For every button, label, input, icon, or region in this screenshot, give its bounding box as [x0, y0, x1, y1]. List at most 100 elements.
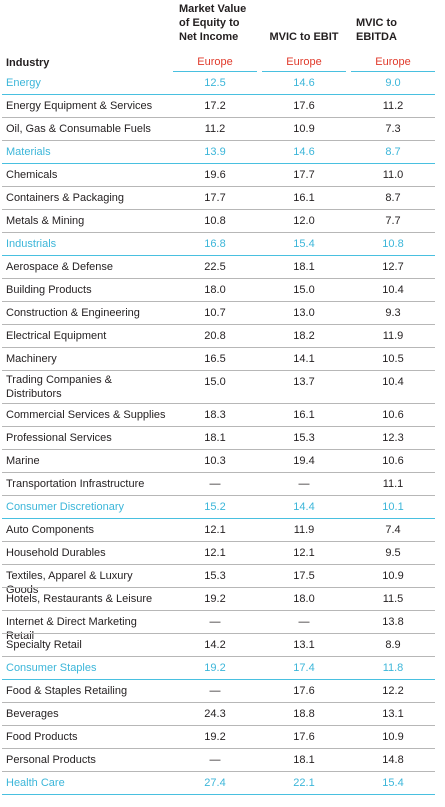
- row-divider: [2, 794, 435, 795]
- table-row: Containers & Packaging 17.7 16.1 8.7: [0, 187, 445, 210]
- value-mvic-ebit: 13.7: [293, 376, 315, 388]
- value-mvic-ebitda: 10.4: [382, 284, 404, 296]
- sector-row: Industrials 16.8 15.4 10.8: [0, 233, 445, 256]
- table-row: Aerospace & Defense 22.5 18.1 12.7: [0, 256, 445, 279]
- industry-name: Household Durables: [6, 547, 106, 559]
- col-header-equity-net-income: Market Value of Equity to Net Income: [179, 3, 247, 43]
- value-equity-net-income: —: [209, 616, 221, 628]
- value-mvic-ebitda: 13.8: [382, 616, 404, 628]
- table-row: Commercial Services & Supplies 18.3 16.1 10…: [0, 404, 445, 427]
- value-equity-net-income: 16.5: [204, 353, 226, 365]
- value-mvic-ebitda: 11.5: [382, 593, 404, 605]
- value-mvic-ebit: 17.6: [293, 100, 315, 112]
- value-mvic-ebitda: 10.1: [382, 501, 404, 513]
- value-mvic-ebitda: 11.0: [382, 169, 404, 181]
- value-equity-net-income: 22.5: [204, 261, 226, 273]
- value-equity-net-income: 12.1: [204, 547, 226, 559]
- row-divider: [2, 347, 435, 348]
- industry-name: Energy Equipment & Services: [6, 100, 153, 112]
- value-equity-net-income: 18.1: [204, 432, 226, 444]
- value-mvic-ebit: 16.1: [293, 409, 315, 421]
- value-equity-net-income: 20.8: [204, 330, 226, 342]
- row-divider: [2, 633, 435, 634]
- region-label: Europe: [351, 54, 435, 72]
- row-divider: [2, 232, 435, 233]
- value-mvic-ebitda: 11.9: [382, 330, 404, 342]
- table-row: Internet & Direct Marketing Retail — —13.8: [0, 611, 445, 642]
- value-equity-net-income: 13.9: [204, 146, 226, 158]
- industry-name: Transportation Infrastructure: [6, 478, 145, 490]
- value-mvic-ebitda: 8.9: [385, 639, 401, 651]
- table-row: Building Products 18.0 15.0 10.4: [0, 279, 445, 302]
- value-mvic-ebitda: 8.7: [385, 192, 401, 204]
- value-mvic-ebit: 14.6: [293, 146, 315, 158]
- table-row: Professional Services 18.1 15.3 12.3: [0, 427, 445, 450]
- value-equity-net-income: 18.0: [204, 284, 226, 296]
- value-mvic-ebit: 12.0: [293, 215, 315, 227]
- value-mvic-ebit: 19.4: [293, 455, 315, 467]
- row-divider: [2, 117, 435, 118]
- value-equity-net-income: 16.8: [204, 238, 226, 250]
- value-equity-net-income: 11.2: [204, 123, 226, 135]
- industry-name: Marine: [6, 455, 40, 467]
- table-row: Food & Staples Retailing — 17.6 12.2: [0, 680, 445, 703]
- industry-name: Building Products: [6, 284, 92, 296]
- value-mvic-ebitda: 10.6: [382, 409, 404, 421]
- value-mvic-ebit: 17.5: [293, 570, 315, 582]
- table-row: Personal Products — 18.1 14.8: [0, 749, 445, 772]
- value-mvic-ebit: 13.1: [293, 639, 315, 651]
- industry-name: Food & Staples Retailing: [6, 685, 128, 697]
- row-divider: [2, 255, 435, 256]
- value-equity-net-income: —: [209, 478, 221, 490]
- value-equity-net-income: 12.1: [204, 524, 226, 536]
- industry-name: Health Care: [6, 777, 65, 789]
- sector-row: Energy 12.5 14.6 9.0: [0, 72, 445, 95]
- value-mvic-ebit: 17.7: [293, 169, 315, 181]
- row-divider: [2, 679, 435, 680]
- industry-name: Oil, Gas & Consumable Fuels: [6, 123, 151, 135]
- value-equity-net-income: 14.2: [204, 639, 226, 651]
- industry-name: Machinery: [6, 353, 57, 365]
- value-mvic-ebit: 22.1: [293, 777, 315, 789]
- value-equity-net-income: 19.2: [204, 731, 226, 743]
- col-header-mvic-ebit: MVIC to EBIT: [269, 31, 339, 43]
- value-equity-net-income: 10.7: [204, 307, 226, 319]
- value-mvic-ebitda: 12.7: [382, 261, 404, 273]
- table-row: Construction & Engineering 10.7 13.0 9.3: [0, 302, 445, 325]
- row-divider: [2, 518, 435, 519]
- value-mvic-ebit: 18.2: [293, 330, 315, 342]
- table-row: Energy Equipment & Services 17.2 17.6 11.2: [0, 95, 445, 118]
- row-divider: [2, 771, 435, 772]
- table-row: Hotels, Restaurants & Leisure 19.2 18.0 11.…: [0, 588, 445, 611]
- industry-name: Trading Companies & Distributors: [6, 374, 112, 400]
- row-divider: [2, 403, 435, 404]
- industry-header: Industry: [6, 57, 50, 69]
- industry-name: Consumer Staples: [6, 662, 97, 674]
- value-equity-net-income: 18.3: [204, 409, 226, 421]
- value-mvic-ebitda: 7.7: [385, 215, 401, 227]
- value-mvic-ebit: 14.4: [293, 501, 315, 513]
- value-mvic-ebit: 11.9: [293, 524, 315, 536]
- value-equity-net-income: 19.6: [204, 169, 226, 181]
- row-divider: [2, 610, 435, 611]
- table-row: Food Products 19.2 17.6 10.9: [0, 726, 445, 749]
- value-mvic-ebit: 17.4: [293, 662, 315, 674]
- sector-row: Consumer Staples 19.2 17.4 11.8: [0, 657, 445, 680]
- value-equity-net-income: 10.8: [204, 215, 226, 227]
- value-equity-net-income: 15.3: [204, 570, 226, 582]
- value-mvic-ebitda: 11.1: [382, 478, 404, 490]
- value-mvic-ebit: 18.1: [293, 261, 315, 273]
- row-divider: [2, 94, 435, 95]
- value-mvic-ebitda: 9.3: [385, 307, 401, 319]
- sector-row: Consumer Discretionary 15.2 14.4 10.1: [0, 496, 445, 519]
- region-label: Europe: [262, 54, 346, 72]
- table-row: Machinery 16.5 14.1 10.5: [0, 348, 445, 371]
- value-mvic-ebitda: 8.7: [385, 146, 401, 158]
- row-divider: [2, 163, 435, 164]
- value-mvic-ebitda: 7.3: [385, 123, 401, 135]
- industry-name: Hotels, Restaurants & Leisure: [6, 593, 153, 605]
- value-mvic-ebit: 10.9: [293, 123, 315, 135]
- industry-name: Chemicals: [6, 169, 58, 181]
- value-mvic-ebit: 15.0: [293, 284, 315, 296]
- value-mvic-ebitda: 13.1: [382, 708, 404, 720]
